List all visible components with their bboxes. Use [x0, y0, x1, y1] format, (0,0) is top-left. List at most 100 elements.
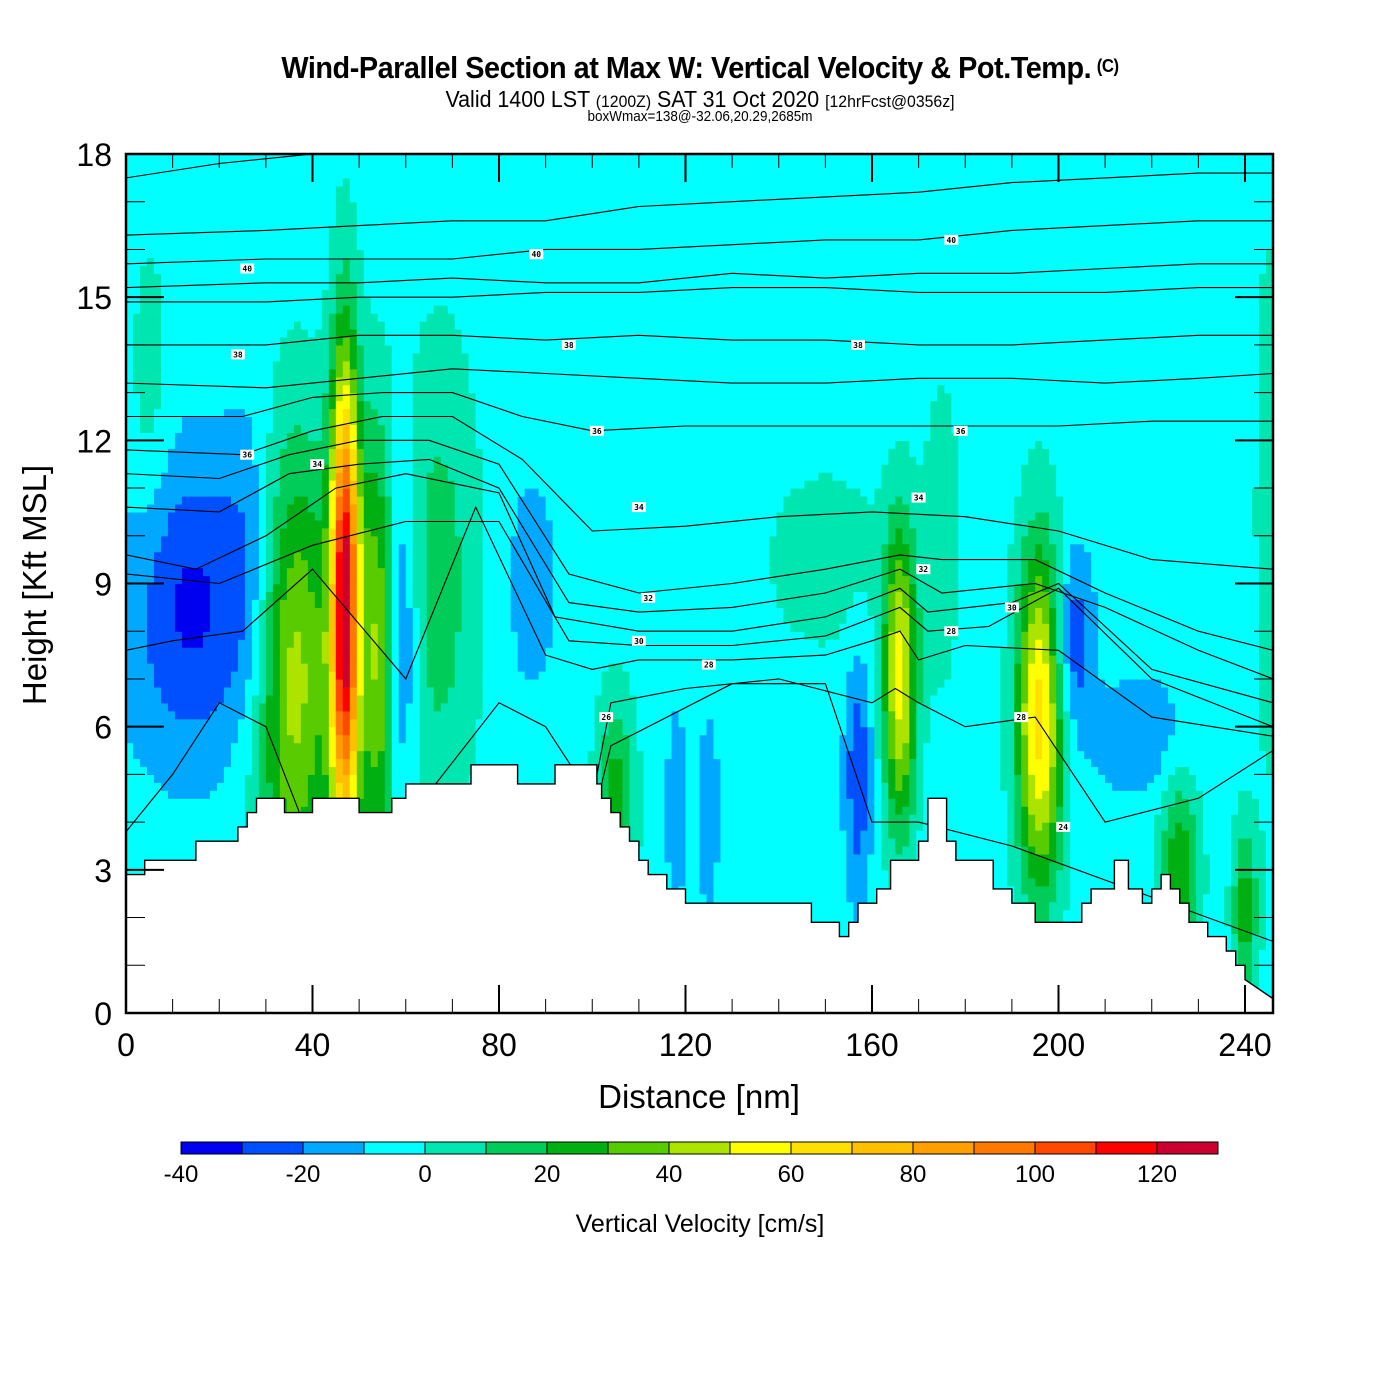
w-cell — [1049, 901, 1071, 911]
w-cell — [545, 511, 778, 521]
w-cell — [272, 607, 281, 616]
w-cell — [363, 766, 386, 775]
w-cell — [356, 798, 386, 807]
w-cell — [1000, 670, 1015, 680]
w-cell — [776, 527, 889, 537]
w-cell — [1238, 806, 1260, 815]
w-cell — [482, 639, 519, 648]
w-cell — [552, 631, 805, 640]
w-cell — [412, 456, 435, 465]
w-cell — [1168, 877, 1190, 887]
w-cell — [251, 766, 260, 775]
w-cell — [860, 718, 868, 728]
w-cell — [391, 583, 400, 593]
w-cell — [1231, 925, 1239, 935]
w-cell — [384, 702, 393, 712]
w-cell — [713, 726, 847, 736]
w-cell — [384, 583, 393, 593]
w-cell — [286, 726, 302, 736]
theta-contour-33 — [126, 415, 1273, 570]
w-cell — [461, 551, 484, 561]
w-cell — [1063, 607, 1071, 616]
w-cell — [335, 488, 344, 497]
w-cell — [1014, 718, 1022, 728]
w-cell — [1007, 575, 1022, 585]
w-cell — [1021, 591, 1029, 600]
w-cell — [363, 567, 386, 577]
w-cell — [307, 663, 330, 672]
contour-label-text: 28 — [946, 627, 956, 636]
w-cell — [335, 615, 344, 624]
w-cell — [335, 678, 344, 688]
w-cell — [356, 400, 365, 410]
w-cell — [895, 615, 910, 624]
w-cell — [153, 575, 183, 585]
contour-label-box — [851, 339, 865, 350]
contour-label-box — [631, 635, 646, 646]
w-cell — [1070, 798, 1162, 807]
w-cell — [1056, 583, 1064, 593]
w-cell — [335, 313, 351, 322]
w-cell — [601, 686, 631, 696]
w-cell — [874, 678, 882, 688]
w-cell — [1147, 782, 1169, 791]
w-cell — [398, 551, 407, 561]
w-cell — [293, 639, 302, 648]
w-cell — [293, 496, 309, 505]
w-cell — [419, 718, 477, 728]
w-cell — [629, 830, 645, 839]
w-cell — [958, 535, 1015, 545]
w-cell — [1021, 798, 1029, 807]
w-cell — [181, 575, 211, 585]
w-cell — [1258, 583, 1273, 593]
w-cell — [419, 742, 477, 752]
x-tick-label: 160 — [845, 1027, 898, 1063]
w-cell — [391, 623, 400, 632]
w-cell — [846, 877, 868, 887]
w-cell — [174, 607, 211, 616]
w-cell — [881, 472, 959, 481]
w-cell — [1049, 869, 1057, 879]
w-cell — [181, 416, 253, 426]
w-cell — [426, 503, 456, 513]
w-cell — [363, 559, 379, 569]
w-cell — [916, 551, 959, 561]
colorbar-bin — [302, 1141, 365, 1155]
w-cell — [1168, 742, 1260, 752]
w-cell — [398, 694, 414, 704]
w-cell — [1014, 885, 1022, 895]
w-cell — [1251, 845, 1267, 855]
y-tick-label: 0 — [94, 996, 112, 1032]
w-cell — [1258, 273, 1273, 282]
w-cell — [342, 535, 351, 545]
w-cell — [1258, 480, 1273, 489]
w-cell — [1231, 845, 1239, 855]
w-cell — [258, 678, 267, 688]
w-cell — [377, 663, 386, 672]
w-cell — [356, 424, 365, 433]
w-cell — [342, 360, 351, 370]
w-cell — [1196, 845, 1204, 855]
w-cell — [349, 686, 358, 696]
w-cell — [874, 782, 882, 791]
w-cell — [307, 559, 323, 569]
w-cell — [888, 511, 910, 521]
w-cell — [860, 702, 868, 712]
w-cell — [671, 710, 680, 720]
w-cell — [923, 607, 959, 616]
w-cell — [1063, 670, 1071, 680]
w-cell — [958, 511, 1015, 521]
w-cell — [1028, 766, 1050, 775]
w-cell — [384, 432, 393, 441]
w-cell — [419, 686, 435, 696]
w-cell — [279, 734, 295, 744]
w-cell — [258, 655, 267, 664]
w-cell — [160, 782, 218, 791]
w-cell — [1049, 702, 1057, 712]
w-cell — [391, 631, 400, 640]
w-cell — [895, 678, 903, 688]
w-cell — [790, 488, 861, 497]
w-cell — [160, 344, 281, 354]
w-cell — [902, 845, 917, 855]
w-cell — [1028, 663, 1050, 672]
